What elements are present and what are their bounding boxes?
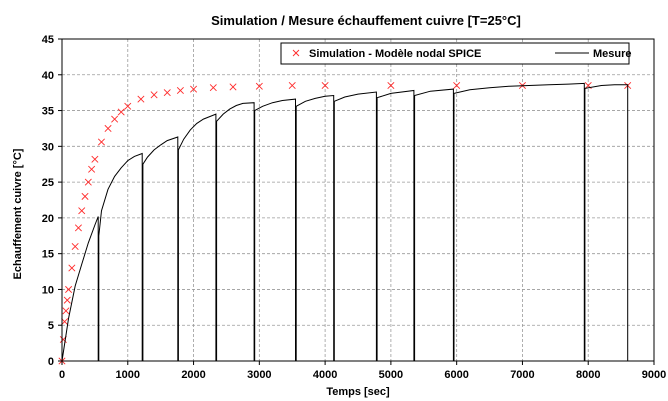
y-tick-label: 15 bbox=[42, 249, 54, 261]
x-tick-label: 0 bbox=[59, 369, 65, 381]
y-tick-label: 20 bbox=[42, 213, 54, 225]
simulation-series bbox=[58, 81, 632, 365]
simulation-point bbox=[163, 89, 171, 97]
x-axis-label: Temps [sec] bbox=[326, 386, 390, 398]
x-tick-label: 7000 bbox=[510, 369, 534, 381]
simulation-point bbox=[111, 115, 119, 123]
y-tick-label: 45 bbox=[42, 34, 54, 46]
y-tick-label: 0 bbox=[48, 356, 54, 368]
x-tick-label: 1000 bbox=[116, 369, 140, 381]
y-tick-label: 35 bbox=[42, 106, 54, 118]
simulation-point bbox=[209, 84, 217, 92]
simulation-point bbox=[137, 95, 145, 103]
y-tick-label: 5 bbox=[48, 320, 54, 332]
simulation-point bbox=[321, 81, 329, 90]
simulation-point bbox=[91, 155, 99, 163]
axes: 0 1000 2000 3000 4000 5000 6000 7000 8000 9000 0 5 1… bbox=[42, 34, 666, 381]
simulation-point bbox=[104, 124, 112, 132]
legend-label-measurement: Mesure bbox=[593, 48, 632, 60]
legend: Simulation - Modèle nodal SPICE Mesure bbox=[280, 42, 632, 65]
simulation-point bbox=[288, 81, 296, 90]
simulation-point bbox=[74, 224, 82, 232]
simulation-point bbox=[81, 192, 89, 200]
simulation-point bbox=[97, 138, 105, 146]
simulation-point bbox=[124, 102, 132, 110]
simulation-point bbox=[150, 91, 158, 99]
simulation-point bbox=[387, 81, 395, 90]
x-tick-label: 5000 bbox=[379, 369, 403, 381]
grid bbox=[62, 39, 654, 361]
simulation-point bbox=[453, 81, 461, 90]
simulation-point bbox=[68, 264, 76, 272]
x-tick-label: 9000 bbox=[642, 369, 666, 381]
simulation-point bbox=[65, 285, 73, 293]
x-tick-label: 8000 bbox=[576, 369, 600, 381]
y-tick-label: 25 bbox=[42, 177, 54, 189]
simulation-point bbox=[176, 87, 184, 95]
y-tick-label: 10 bbox=[42, 284, 54, 296]
x-tick-label: 2000 bbox=[181, 369, 205, 381]
chart-title: Simulation / Mesure échauffement cuivre … bbox=[211, 13, 521, 28]
x-tick-label: 3000 bbox=[247, 369, 271, 381]
measurement-series bbox=[61, 82, 629, 362]
simulation-point bbox=[78, 207, 86, 215]
simulation-point bbox=[117, 108, 125, 116]
simulation-point bbox=[190, 85, 198, 93]
simulation-point bbox=[71, 242, 79, 251]
simulation-point bbox=[229, 83, 237, 91]
x-tick-label: 6000 bbox=[444, 369, 468, 381]
y-tick-label: 40 bbox=[42, 70, 54, 82]
y-tick-label: 30 bbox=[42, 141, 54, 153]
plot-frame bbox=[61, 38, 655, 362]
simulation-point bbox=[255, 82, 263, 90]
x-tick-label: 4000 bbox=[313, 369, 337, 381]
simulation-point bbox=[84, 178, 92, 186]
simulation-point bbox=[88, 165, 96, 173]
measurement-line bbox=[61, 82, 629, 362]
legend-label-simulation: Simulation - Modèle nodal SPICE bbox=[309, 48, 481, 60]
legend-box bbox=[280, 42, 630, 65]
y-axis-label: Echauffement cuivre [°C] bbox=[12, 148, 24, 279]
simulation-point bbox=[62, 307, 70, 315]
simulation-point bbox=[63, 296, 71, 304]
legend-marker-simulation bbox=[292, 49, 300, 57]
